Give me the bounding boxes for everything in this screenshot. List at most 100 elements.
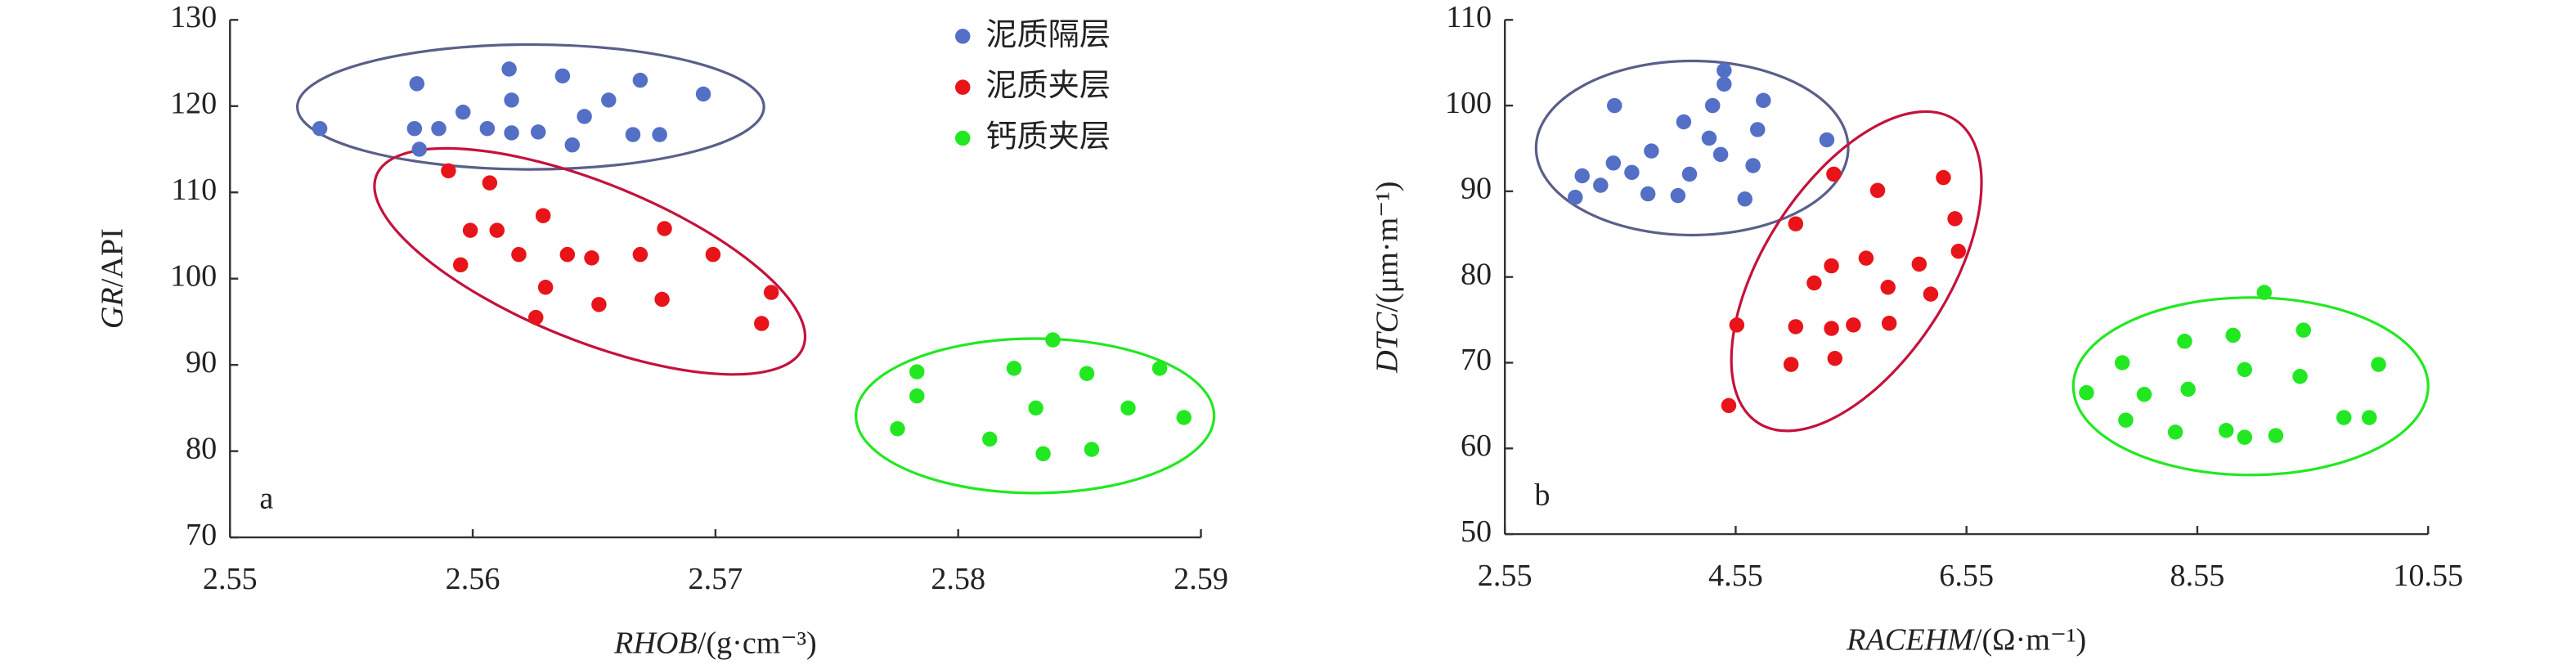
point [909,388,925,404]
point [1827,351,1843,366]
x-axis-label-var: RACEHM [1846,622,1975,657]
point [577,109,592,124]
point [1881,316,1897,331]
point [2114,355,2130,370]
point [1788,319,1804,334]
series [1721,166,1967,414]
y-tick-label: 50 [1461,514,1492,549]
y-axis-label-var: GR [95,287,129,329]
point [2118,412,2134,428]
cluster-ellipse [2071,296,2430,477]
panel-label: b [1534,478,1550,513]
point [554,68,571,84]
point [564,137,581,153]
point [584,250,599,266]
legend-marker [954,29,971,44]
legend-marker [954,79,971,95]
point [1701,130,1717,146]
point [1745,158,1761,173]
x-tick-label: 10.55 [2393,559,2463,593]
point [654,291,670,308]
point [1035,446,1051,462]
x-tick-label: 2.58 [931,562,985,596]
point [657,221,672,236]
panel-label: a [259,482,273,516]
point [1717,76,1732,92]
point [1756,92,1771,109]
point [1950,244,1967,259]
point [1574,168,1590,184]
legend-marker [954,130,971,146]
point [1936,169,1951,186]
point [489,222,505,238]
y-tick-label: 120 [170,87,217,121]
x-tick-label: 6.55 [1939,559,1994,593]
series [1568,62,1835,207]
point [1923,286,1939,302]
point [1947,211,1963,227]
series [890,332,1192,462]
legend-label: 泥质隔层 [985,16,1111,52]
point [1783,357,1799,372]
point [632,246,648,263]
point [411,141,428,157]
point [2079,384,2094,401]
y-tick-label: 90 [1461,172,1492,206]
point [501,61,517,77]
cluster-ellipse [373,146,807,376]
cluster-ellipses [296,43,2430,495]
point [409,76,425,92]
y-tick-label: 100 [1445,86,1492,120]
point [1676,114,1692,130]
y-tick-label: 80 [186,431,217,465]
point [1846,317,1861,333]
x-tick-label: 2.55 [1478,559,1533,593]
point [2336,410,2352,425]
point [1079,366,1095,381]
point [632,72,648,88]
legend-label: 钙质夹层 [985,118,1111,154]
x-tick-label: 4.55 [1708,559,1763,593]
point [1568,189,1583,205]
y-axis-label-var: DTC [1370,312,1404,374]
point [909,364,925,379]
point [2268,428,2284,443]
point [754,316,770,331]
point [535,208,551,223]
point [2237,429,2253,445]
point [2371,357,2386,372]
x-axis-label-unit: /(g·cm⁻³) [698,626,817,660]
y-axis-label-unit: /(μm·m⁻¹) [1370,182,1404,312]
x-axis-label: RHOB/(g·cm⁻³) [613,626,817,660]
point [452,257,469,273]
point [763,285,779,300]
point [1788,216,1804,231]
cluster-ellipse [855,337,1216,495]
point [441,163,456,179]
series [441,163,779,331]
y-tick-label: 80 [1461,257,1492,291]
x-axis-label-var: RHOB [613,626,698,660]
point [591,297,607,312]
point [312,120,328,137]
point [982,431,998,447]
point [1911,256,1928,272]
point [1605,155,1622,171]
point [1084,442,1100,457]
y-tick-label: 110 [171,173,217,207]
point [431,120,447,137]
x-tick-label: 2.57 [688,562,743,596]
point [1869,182,1886,199]
y-tick-label: 60 [1461,429,1492,463]
point [1717,62,1732,79]
point [2292,369,2308,384]
point [1712,146,1729,163]
series [2079,285,2386,445]
point [1824,321,1839,336]
point [482,175,498,191]
point [511,246,527,263]
y-tick-label: 70 [186,518,217,552]
y-tick-label: 70 [1461,343,1492,377]
